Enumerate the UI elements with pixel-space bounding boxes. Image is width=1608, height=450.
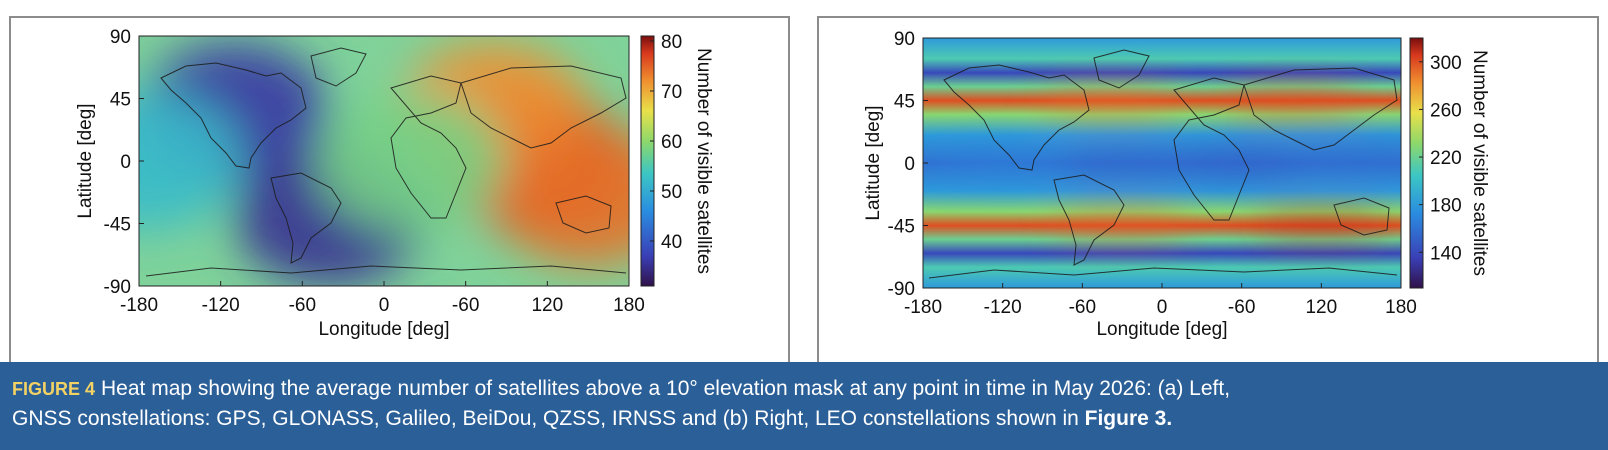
colorbar bbox=[1409, 37, 1424, 289]
y-tick-label: 0 bbox=[120, 152, 131, 173]
y-tick-label: 45 bbox=[894, 92, 915, 113]
figure-caption: FIGURE 4 Heat map showing the average num… bbox=[0, 362, 1608, 450]
caption-text-1: Heat map showing the average number of s… bbox=[101, 377, 1231, 400]
heatmap-region bbox=[1251, 211, 1392, 240]
x-tick-label: -120 bbox=[984, 297, 1022, 318]
x-tick-label: -60 bbox=[1228, 297, 1255, 318]
panel-left: -180 -120 -60 0 -60 120 180 90 45 0 -45 -90 Longit… bbox=[9, 16, 790, 362]
coastline-overlay bbox=[928, 49, 1398, 279]
y-tick-label: -45 bbox=[888, 217, 915, 238]
colorbar-tick-label: 40 bbox=[661, 232, 682, 253]
heatmap-region bbox=[1171, 149, 1312, 177]
colorbar-label: Number of visible satellites bbox=[693, 48, 714, 274]
figure-reference: Figure 3. bbox=[1084, 407, 1173, 430]
colorbar-label: Number of visible satellites bbox=[1469, 50, 1490, 276]
heatmap-region bbox=[493, 125, 629, 266]
colorbar-tick-label: 220 bbox=[1430, 148, 1462, 169]
x-tick-label: -60 bbox=[452, 295, 479, 316]
caption-line-1: FIGURE 4 Heat map showing the average num… bbox=[12, 374, 1608, 404]
colorbar-tick-label: 80 bbox=[661, 32, 682, 53]
caption-line-2: GNSS constellations: GPS, GLONASS, Galil… bbox=[12, 404, 1608, 433]
heatmap-region bbox=[1038, 86, 1179, 115]
colorbar-tick-label: 260 bbox=[1430, 100, 1462, 121]
y-axis-label: Latitude [deg] bbox=[75, 103, 96, 218]
x-tick-label: 120 bbox=[531, 295, 563, 316]
colorbar-tick-label: 300 bbox=[1430, 53, 1462, 74]
y-tick-label: -90 bbox=[104, 277, 131, 298]
heatmap-region bbox=[316, 91, 507, 231]
y-tick-label: -45 bbox=[104, 215, 131, 236]
figure-label: FIGURE 4 bbox=[12, 379, 96, 399]
heatmap-region bbox=[1052, 149, 1193, 177]
x-tick-label: -180 bbox=[904, 297, 942, 318]
colorbar-tick-label: 180 bbox=[1430, 196, 1462, 217]
colorbar-tick-label: 60 bbox=[661, 132, 682, 153]
x-axis-label: Longitude [deg] bbox=[318, 319, 449, 340]
y-tick-label: 45 bbox=[110, 90, 131, 111]
x-tick-label: 180 bbox=[613, 295, 645, 316]
y-axis-label: Latitude [deg] bbox=[863, 105, 884, 220]
heatmap-region bbox=[139, 91, 241, 231]
coastline-overlay bbox=[145, 47, 627, 277]
heatmap-region bbox=[1224, 86, 1365, 115]
x-tick-label: -60 bbox=[289, 295, 316, 316]
heatmap-region bbox=[932, 149, 1073, 177]
y-tick-label: 90 bbox=[894, 29, 915, 50]
colorbar-tick-label: 70 bbox=[661, 82, 682, 103]
leo-heatmap-chart: -180 -120 -60 0 -60 120 180 90 45 0 -45 -90 Longit… bbox=[863, 29, 1490, 340]
y-tick-label: -90 bbox=[888, 279, 915, 300]
x-tick-label: -180 bbox=[120, 295, 158, 316]
colorbar-tick-label: 140 bbox=[1430, 243, 1462, 264]
y-tick-label: 0 bbox=[904, 154, 915, 175]
x-tick-label: 120 bbox=[1305, 297, 1337, 318]
y-tick-label: 90 bbox=[110, 27, 131, 48]
x-axis-label: Longitude [deg] bbox=[1096, 319, 1227, 340]
x-tick-label: -60 bbox=[1069, 297, 1096, 318]
colorbar-tick-label: 50 bbox=[661, 182, 682, 203]
x-tick-label: -120 bbox=[202, 295, 240, 316]
heatmap-region bbox=[1052, 211, 1193, 240]
gnss-heatmap-chart: -180 -120 -60 0 -60 120 180 90 45 0 -45 -90 Longit… bbox=[75, 27, 714, 340]
x-tick-label: 0 bbox=[379, 295, 390, 316]
colorbar bbox=[640, 35, 655, 287]
panel-right: -180 -120 -60 0 -60 120 180 90 45 0 -45 -90 Longit… bbox=[817, 16, 1599, 362]
x-tick-label: 180 bbox=[1385, 297, 1417, 318]
caption-text-2: GNSS constellations: GPS, GLONASS, Galil… bbox=[12, 407, 1079, 430]
x-tick-label: 0 bbox=[1157, 297, 1168, 318]
